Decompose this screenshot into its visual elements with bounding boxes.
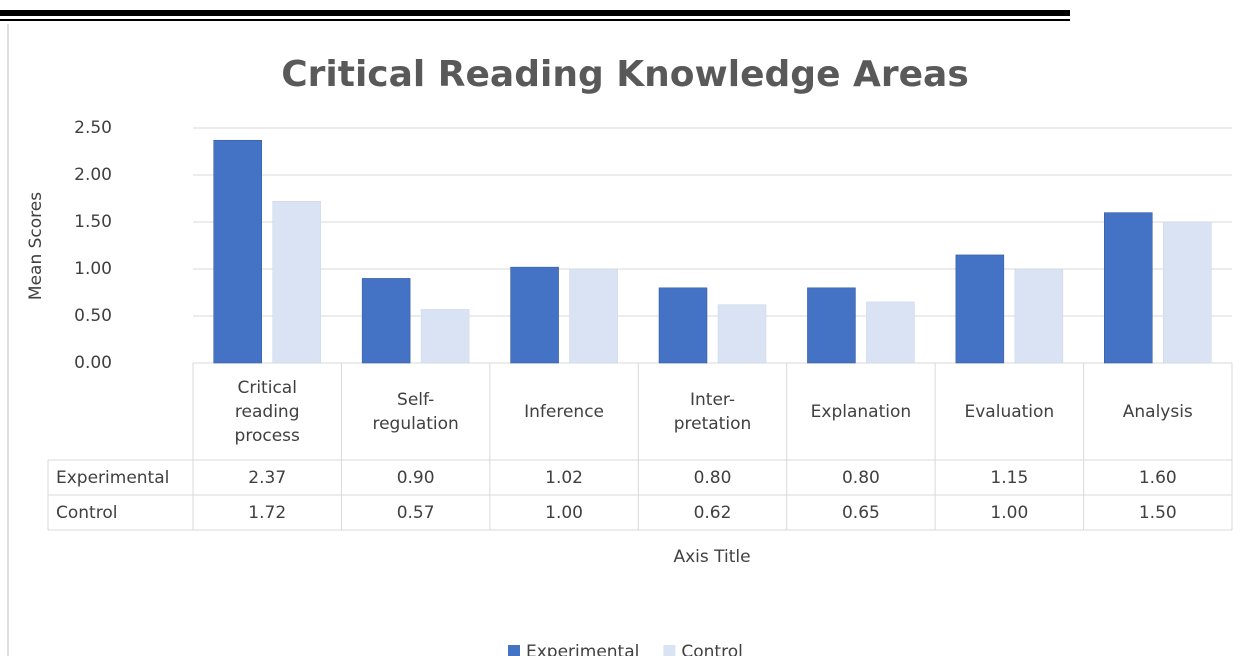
table-value: 0.80 (693, 467, 732, 488)
bar (866, 301, 915, 364)
bar (717, 304, 767, 364)
bar (1163, 221, 1212, 364)
table-value: 1.00 (545, 502, 583, 523)
bar (272, 201, 321, 364)
category-label: Inference (524, 401, 604, 422)
table-value: 0.65 (841, 502, 880, 523)
legend-swatch (508, 645, 520, 656)
table-value: 1.15 (990, 467, 1029, 488)
bar (213, 139, 262, 364)
table-value: 1.60 (1138, 467, 1177, 488)
top-rule (0, 10, 1070, 16)
y-tick-label: 2.00 (74, 165, 112, 185)
y-tick-label: 1.50 (74, 212, 112, 232)
legend-label: Experimental (526, 642, 639, 656)
table-value: 0.90 (396, 467, 435, 488)
bar (1104, 212, 1153, 364)
table-value: 0.80 (841, 467, 880, 488)
bar (807, 287, 856, 364)
y-tick-label: 2.50 (74, 118, 112, 138)
table-value: 1.50 (1138, 502, 1177, 523)
table-row-header: Control (56, 502, 118, 523)
bar (361, 278, 411, 364)
bar (1014, 268, 1064, 364)
bar (420, 309, 470, 364)
table-value: 1.02 (545, 467, 583, 488)
category-label: Inter-pretation (673, 389, 752, 434)
top-rule-thin (0, 19, 1070, 21)
category-label: Critical reading process (234, 377, 300, 446)
bar (569, 268, 618, 364)
category-label: Analysis (1122, 401, 1193, 422)
table-value: 2.37 (248, 467, 287, 488)
x-axis-title: Axis Title (673, 547, 750, 567)
y-tick-label: 1.00 (74, 259, 112, 279)
legend-swatch (663, 645, 676, 656)
chart-title: Critical Reading Knowledge Areas (281, 54, 969, 95)
category-label: Evaluation (964, 401, 1055, 422)
y-axis-title: Mean Scores (26, 192, 46, 300)
bar (955, 254, 1005, 364)
table-value: 1.00 (990, 502, 1029, 523)
legend-label: Control (681, 642, 742, 656)
bar (510, 266, 559, 364)
category-label: Self-regulation (372, 389, 459, 434)
table-row-header: Experimental (56, 467, 170, 488)
bar (658, 287, 708, 364)
y-tick-label: 0.00 (74, 353, 112, 373)
table-value: 0.62 (693, 502, 732, 523)
y-tick-label: 0.50 (74, 306, 112, 326)
table-value: 0.57 (396, 502, 435, 523)
category-label: Explanation (810, 401, 912, 422)
table-value: 1.72 (248, 502, 287, 523)
